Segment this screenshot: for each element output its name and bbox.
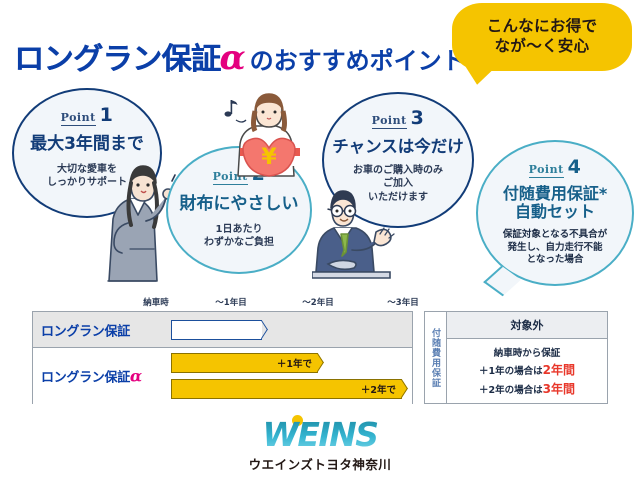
side-panel-vertical-label-text: 付随費用保証 <box>430 327 440 388</box>
timeline-header-3: 〜3年目 <box>387 298 419 308</box>
page-title-tail: のおすすめポイント <box>249 47 466 75</box>
side-panel-detail-line-3-pre: ＋2年の場合は <box>479 385 543 396</box>
point-4-sub-line-3: となった場合 <box>526 254 584 266</box>
point-2-sub-line-1: 1日あたり <box>215 223 263 235</box>
bar-longrun-tip <box>261 320 275 340</box>
bar-plus-1-year: ＋1年で <box>171 353 331 373</box>
bar-plus-1-year-text: ＋1年で <box>276 359 312 370</box>
table-row-alpha-symbol: α <box>129 366 142 386</box>
table-row-longrun-label: ロングラン保証 <box>41 324 130 339</box>
businessman-illustration <box>312 190 395 279</box>
svg-text:¥: ¥ <box>261 145 277 170</box>
point-1-sub: 大切な愛車を しっかりサポート <box>47 163 127 190</box>
point-3-sub-line-3: いただけます <box>368 191 428 203</box>
side-panel-detail: 納車時から保証 ＋1年の場合は2年間 ＋2年の場合は3年間 <box>447 339 607 403</box>
timeline-header-0: 納車時 <box>143 298 169 308</box>
point-1-sub-line-1: 大切な愛車を <box>57 163 117 175</box>
side-panel-detail-line-3-red: 3年間 <box>542 382 575 396</box>
page-title: ロングラン保証α のおすすめポイント <box>14 34 466 78</box>
side-panel-vertical-label: 付随費用保証 <box>425 312 447 403</box>
businesswoman-illustration <box>107 165 184 282</box>
side-panel-detail-line-3: ＋2年の場合は3年間 <box>479 380 575 397</box>
timeline-header-1: 〜1年目 <box>215 298 247 308</box>
point-4-sub: 保証対象となる不具合が 発生し、自力走行不能 となった場合 <box>503 229 607 267</box>
point-3-label-word: Point <box>371 114 407 129</box>
point-1-label-word: Point <box>60 111 96 126</box>
table-row-alpha-label: ロングラン保証α <box>41 367 142 386</box>
timeline-header-2: 〜2年目 <box>302 298 334 308</box>
weins-logo-subtitle: ウエインズトヨタ神奈川 <box>248 457 392 472</box>
side-panel-detail-line-1: 納車時から保証 <box>493 348 561 359</box>
side-panel-body: 対象外 納車時から保証 ＋1年の場合は2年間 ＋2年の場合は3年間 <box>447 312 607 403</box>
bar-plus-1-year-body <box>171 353 318 373</box>
side-panel-header: 対象外 <box>447 312 607 339</box>
point-1-sub-line-2: しっかりサポート <box>47 177 127 189</box>
point-3-headline: チャンスは今だけ <box>332 137 464 156</box>
table-row-alpha: ロングラン保証α ＋1年で ＋2年で <box>33 348 412 404</box>
point-4-number: 4 <box>567 156 582 178</box>
additional-cost-warranty-panel: 付随費用保証 対象外 納車時から保証 ＋1年の場合は2年間 ＋2年の場合は3年間 <box>424 311 608 404</box>
weins-logo-wordmark: WEINS <box>262 415 379 454</box>
point-1-headline: 最大3年間まで <box>30 134 144 154</box>
side-panel-detail-line-2-red: 2年間 <box>542 363 575 377</box>
bar-plus-2-year-text: ＋2年で <box>360 385 396 396</box>
point-4-headline-line-1: 付随費用保証* <box>502 184 608 203</box>
promo-speech-bubble: こんなにお得で なが〜く安心 <box>452 3 632 71</box>
point-3-number: 3 <box>410 107 425 129</box>
side-panel-detail-line-2: ＋1年の場合は2年間 <box>479 361 575 378</box>
point-1-number: 1 <box>99 104 114 126</box>
point-card-4: Point 4 付随費用保証* 自動セット 保証対象となる不具合が 発生し、自力… <box>476 140 634 286</box>
point-3-sub: お車のご購入時のみ ご加入 いただけます <box>353 164 443 205</box>
warranty-timeline-table: ロングラン保証 ロングラン保証α ＋1年で ＋2年で <box>32 311 413 404</box>
page-title-main: ロングラン保証 <box>14 42 221 77</box>
bar-plus-2-year-tip <box>401 379 415 399</box>
point-4-headline-line-2: 自動セット <box>514 202 595 222</box>
woman-with-yen-heart-illustration: ¥ <box>224 93 300 177</box>
point-3-sub-line-1: お車のご購入時のみ <box>353 164 443 176</box>
point-3-sub-line-2: ご加入 <box>383 178 413 190</box>
point-4-label-word: Point <box>528 163 564 178</box>
bar-plus-1-year-tip <box>317 353 331 373</box>
promo-bubble-line-2: なが〜く安心 <box>494 37 590 55</box>
bar-longrun-base <box>171 320 275 340</box>
table-row-longrun: ロングラン保証 <box>33 312 412 348</box>
bar-plus-2-year-body <box>171 379 402 399</box>
point-2-sub: 1日あたり わずかなご負担 <box>204 223 274 250</box>
point-1-label: Point 1 <box>60 104 114 126</box>
point-card-1: Point 1 最大3年間まで 大切な愛車を しっかりサポート <box>12 88 162 218</box>
bar-longrun-body <box>171 320 262 340</box>
page-title-alpha: α <box>219 38 246 78</box>
bar-plus-2-year: ＋2年で <box>171 379 415 399</box>
weins-logo-dot-icon <box>292 415 303 426</box>
point-4-label: Point 4 <box>528 156 582 178</box>
point-3-label: Point 3 <box>371 107 425 129</box>
point-4-headline: 付随費用保証* 自動セット <box>502 184 608 222</box>
table-row-alpha-label-text: ロングラン保証 <box>41 370 130 386</box>
point-2-headline: 財布にやさしい <box>179 194 299 214</box>
side-panel-detail-line-2-pre: ＋1年の場合は <box>479 366 543 377</box>
promo-bubble-line-1: こんなにお得で <box>486 17 598 36</box>
weins-logo: WEINS ウエインズトヨタ神奈川 <box>0 418 640 473</box>
point-4-sub-line-2: 発生し、自力走行不能 <box>507 241 603 253</box>
point-2-sub-line-2: わずかなご負担 <box>204 237 274 249</box>
point-4-sub-line-1: 保証対象となる不具合が <box>502 228 608 240</box>
